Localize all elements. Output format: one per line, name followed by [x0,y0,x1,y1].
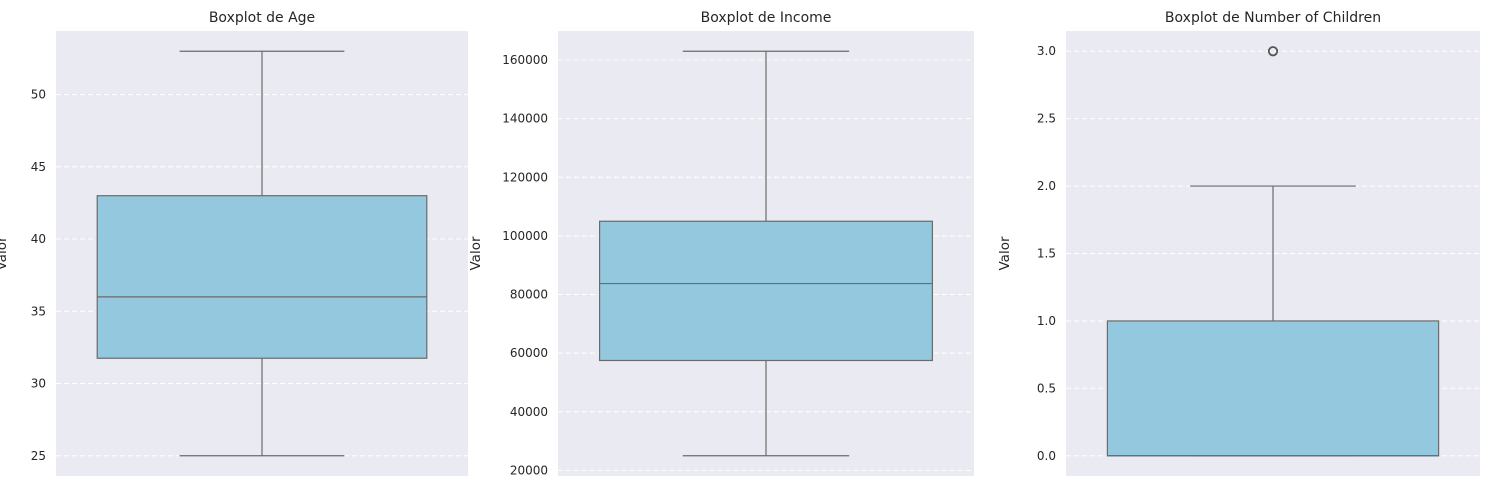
y-tick-label: 40 [31,232,46,246]
y-tick-label: 35 [31,304,46,318]
y-tick-label: 80000 [510,288,548,302]
iqr-box [1106,320,1440,457]
chart-title: Boxplot de Age [209,10,315,26]
iqr-box [598,220,933,362]
y-tick-label: 30 [31,377,46,391]
y-tick-label: 1.5 [1037,247,1056,261]
y-tick-label: 45 [31,160,46,174]
chart-panel-2: 20000 40000 60000 80000 100000 120000 140000 16… [468,10,974,477]
y-tick-label: 40000 [510,405,548,419]
y-tick-label: 1.0 [1037,314,1056,328]
y-tick-label: 2.5 [1037,112,1056,126]
chart-title: Boxplot de Income [701,10,832,26]
iqr-box [96,195,428,359]
y-tick-label: 60000 [510,346,548,360]
y-tick-label: 140000 [502,112,548,126]
chart-panel-3: 0.0 0.5 1.0 1.5 2.0 2.5 3.0 Boxplot de Number o… [997,10,1480,476]
chart-panel-1: 25 30 35 40 45 50 Boxplot de Age Valor [0,10,468,476]
y-axis-label: Valor [0,236,10,270]
y-tick-label: 100000 [502,229,548,243]
y-axis-label: Valor [468,236,484,270]
y-tick-label: 50 [31,88,46,102]
y-tick-label: 0.0 [1037,449,1056,463]
y-tick-label: 20000 [510,463,548,477]
y-tick-label: 120000 [502,170,548,184]
chart-title: Boxplot de Number of Children [1165,10,1381,26]
outlier-point [1267,46,1279,57]
y-tick-label: 2.0 [1037,179,1056,193]
y-axis-label: Valor [997,236,1013,270]
y-tick-label: 25 [31,449,46,463]
y-tick-label: 160000 [502,53,548,67]
y-tick-label: 0.5 [1037,381,1056,395]
y-tick-label: 3.0 [1037,44,1056,58]
